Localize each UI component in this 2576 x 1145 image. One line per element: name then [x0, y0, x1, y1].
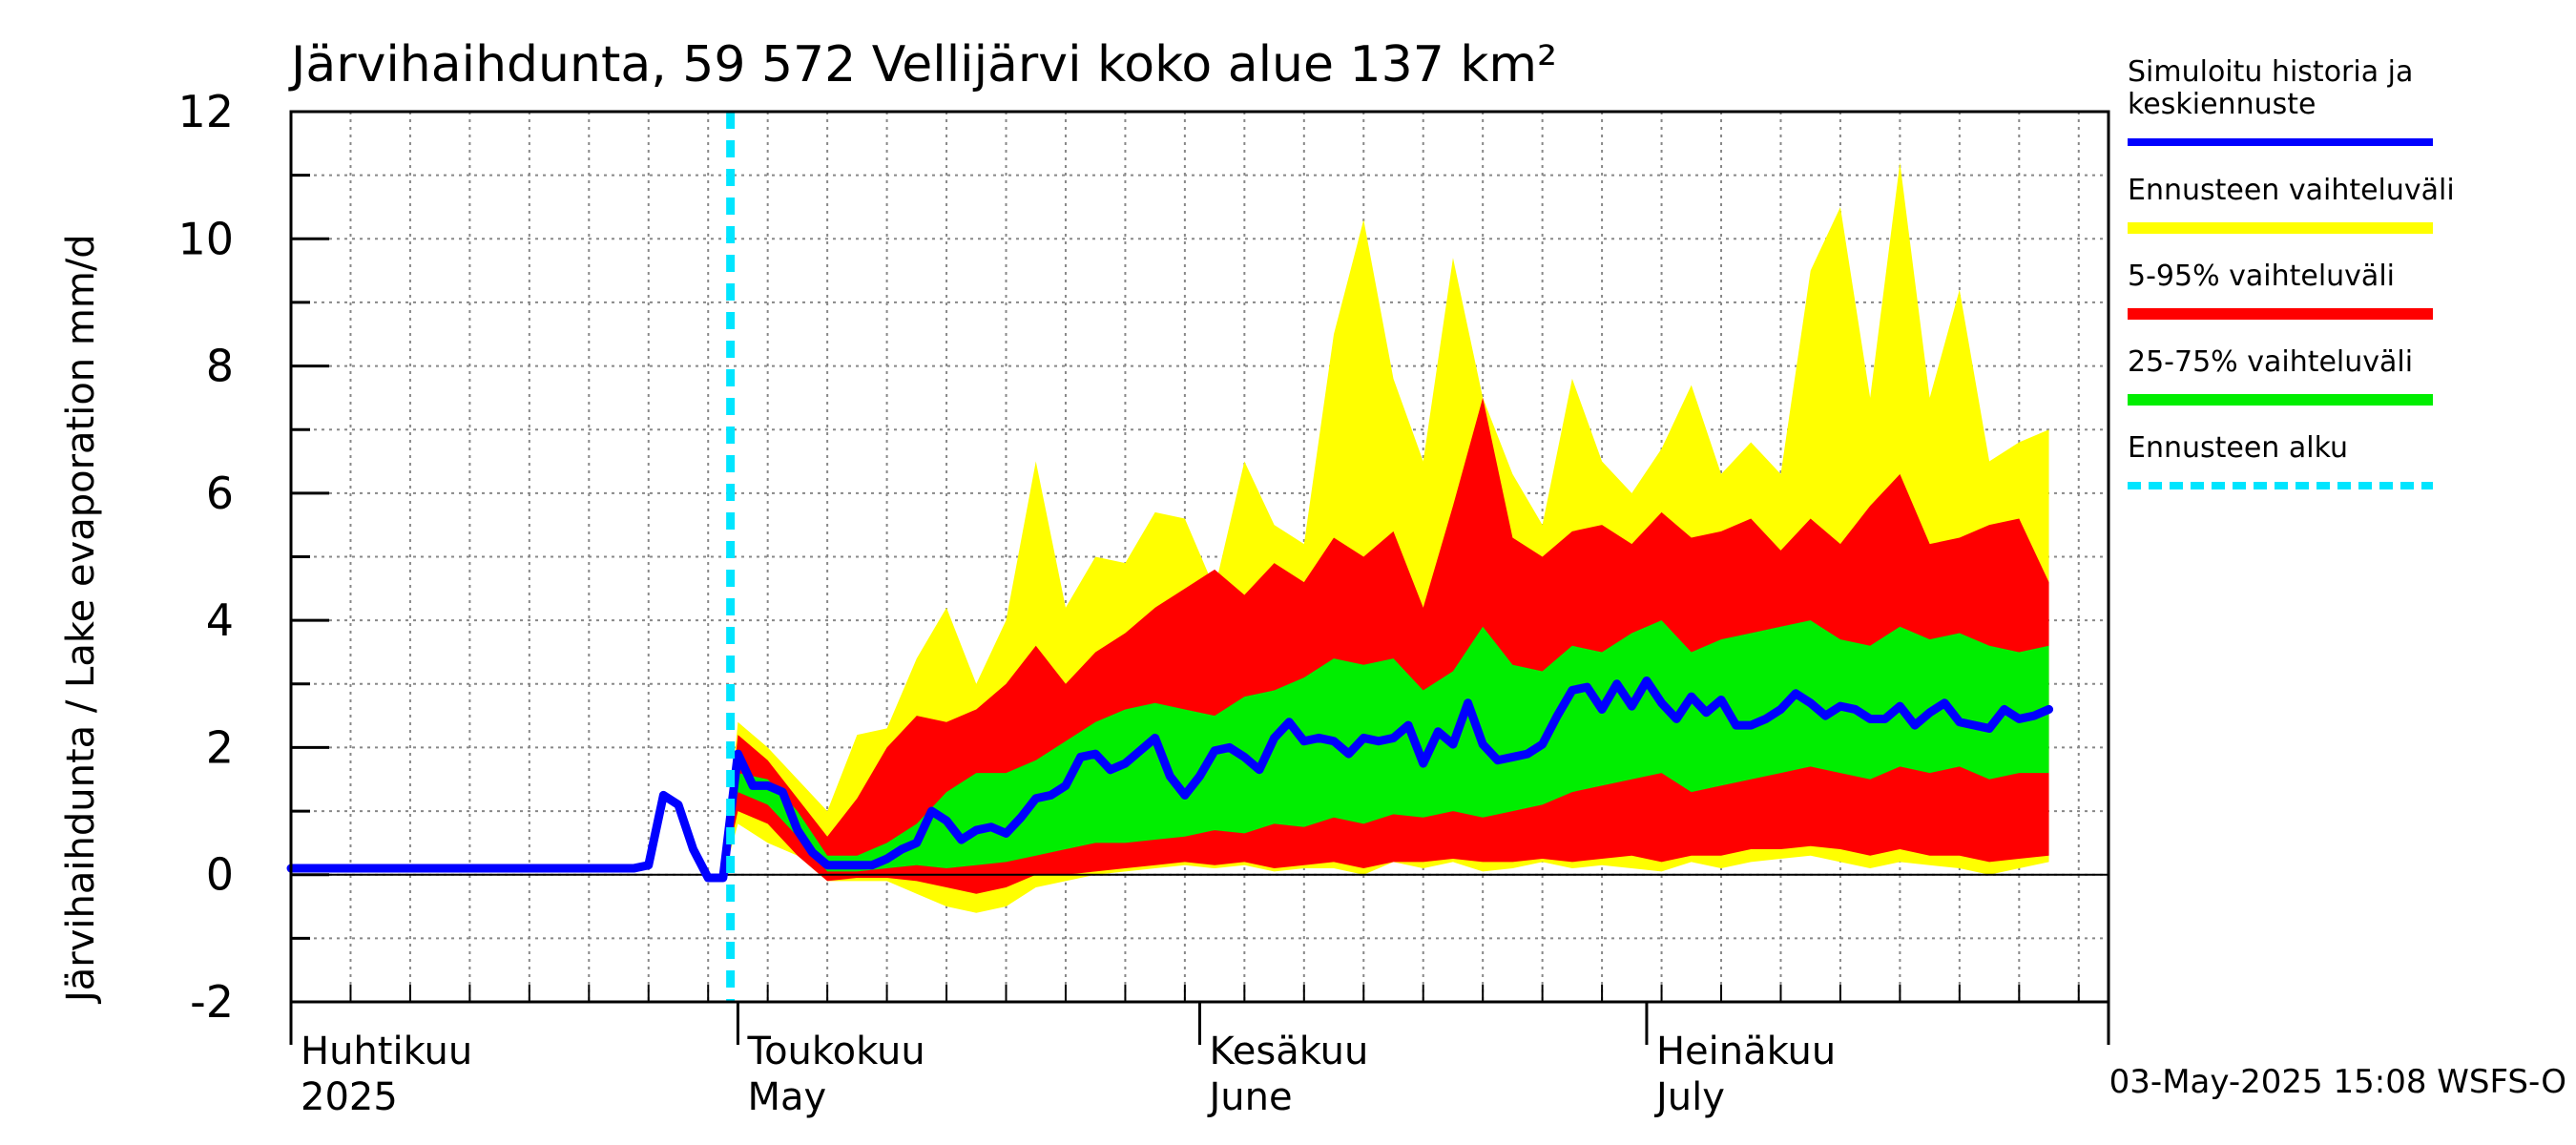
y-tick-label: 4: [206, 594, 234, 646]
y-tick-label: 6: [206, 468, 234, 519]
legend-label: Ennusteen vaihteluväli: [2128, 174, 2455, 207]
legend-label: Ennusteen alku: [2128, 431, 2348, 465]
band-25-75: [722, 620, 2049, 879]
forecast-bands: [722, 162, 2049, 913]
timestamp: 03-May-2025 15:08 WSFS-O: [2109, 1063, 2566, 1101]
month-label-en: July: [1653, 1075, 1725, 1119]
y-tick-label: -2: [190, 976, 234, 1028]
month-label-en: 2025: [301, 1075, 398, 1119]
legend-label: keskiennuste: [2128, 88, 2316, 121]
legend-label: 5-95% vaihteluväli: [2128, 260, 2395, 293]
chart-title: Järvihaihdunta, 59 572 Vellijärvi koko a…: [288, 36, 1557, 94]
y-tick-label: 2: [206, 721, 234, 773]
y-axis-label: Järvihaihdunta / Lake evaporation mm/d: [59, 234, 103, 1005]
month-label-en: May: [747, 1075, 826, 1119]
legend-label: Simuloitu historia ja: [2128, 55, 2413, 89]
y-tick-label: 8: [206, 341, 234, 392]
y-tick-label: 10: [177, 213, 234, 264]
month-label-fi: Huhtikuu: [301, 1030, 472, 1073]
month-label-fi: Heinäkuu: [1656, 1030, 1836, 1073]
y-tick-label: 12: [177, 86, 234, 137]
legend-label: 25-75% vaihteluväli: [2128, 345, 2413, 379]
mean-series: [286, 676, 2054, 883]
month-label-fi: Kesäkuu: [1210, 1030, 1369, 1073]
mean-line: [286, 676, 2054, 883]
month-label-en: June: [1207, 1075, 1293, 1119]
axes: [289, 110, 2110, 1045]
y-tick-labels: -2 0 2 4 6 8 10 12: [177, 86, 234, 1028]
y-tick-label: 0: [206, 849, 234, 901]
month-label-fi: Toukokuu: [746, 1030, 924, 1073]
